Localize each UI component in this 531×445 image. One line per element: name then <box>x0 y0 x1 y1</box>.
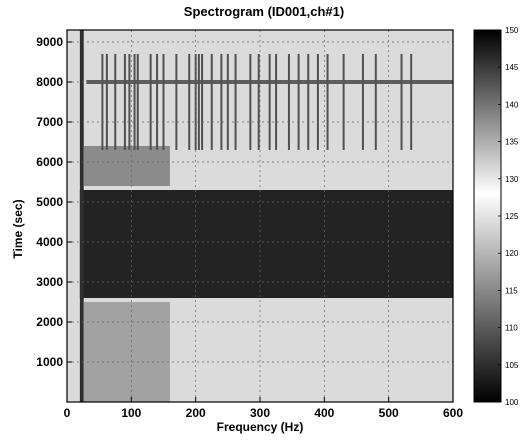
y-tick-label: 2000 <box>36 315 63 329</box>
colorbar-tick-label: 140 <box>505 100 519 109</box>
x-tick-label: 400 <box>314 406 334 420</box>
y-tick-label: 1000 <box>36 355 63 369</box>
colorbar-tick-label: 105 <box>505 361 519 370</box>
harmonic-line <box>297 54 300 150</box>
colorbar-tick-label: 115 <box>505 286 518 295</box>
x-tick-label: 200 <box>186 406 206 420</box>
y-tick-label: 8000 <box>36 75 63 89</box>
x-axis-label: Frequency (Hz) <box>216 420 304 434</box>
harmonic-line <box>342 54 345 150</box>
harmonic-line <box>268 54 271 150</box>
harmonic-line <box>133 54 136 150</box>
harmonic-line <box>105 54 108 150</box>
chart-title: Spectrogram (ID001,ch#1) <box>183 4 345 19</box>
colorbar-tick-label: 135 <box>505 138 519 147</box>
colorbar-tick-label: 145 <box>505 63 519 72</box>
y-tick-label: 3000 <box>36 275 63 289</box>
harmonic-line <box>162 54 165 150</box>
harmonic-line <box>326 54 329 150</box>
x-tick-label: 100 <box>121 406 141 420</box>
harmonic-line <box>128 54 131 150</box>
harmonic-line <box>361 54 364 150</box>
colorbar <box>473 29 502 403</box>
harmonic-line <box>188 54 191 150</box>
y-tick-label: 4000 <box>36 235 63 249</box>
harmonic-line <box>210 54 213 150</box>
x-tick-label: 600 <box>443 406 463 420</box>
colorbar-tick-label: 110 <box>505 324 518 333</box>
harmonic-line <box>316 54 319 150</box>
harmonic-line <box>101 54 104 150</box>
colorbar-tick-label: 130 <box>505 175 519 184</box>
harmonic-line <box>374 54 377 150</box>
harmonic-line <box>197 54 200 150</box>
y-tick-label: 5000 <box>36 195 63 209</box>
harmonic-line <box>175 54 178 150</box>
harmonic-line <box>234 54 237 150</box>
colorbar-tick-label: 150 <box>505 26 519 35</box>
harmonic-line <box>257 54 260 150</box>
harmonic-line <box>249 54 252 150</box>
harmonic-line <box>400 54 403 150</box>
harmonic-line <box>410 54 413 150</box>
y-axis-label: Time (sec) <box>11 199 25 259</box>
harmonic-line <box>220 54 223 150</box>
harmonic-line <box>136 54 139 150</box>
colorbar-tick-label: 100 <box>505 398 519 407</box>
harmonic-line <box>226 54 229 150</box>
spectrogram-region <box>79 30 84 402</box>
y-tick-label: 7000 <box>36 115 63 129</box>
x-tick-label: 300 <box>250 406 270 420</box>
harmonic-line <box>114 54 117 150</box>
harmonic-line <box>156 54 159 150</box>
colorbar-tick-label: 120 <box>505 249 519 258</box>
harmonic-line <box>307 54 310 150</box>
harmonic-line <box>275 54 278 150</box>
y-tick-label: 6000 <box>36 155 63 169</box>
harmonic-line <box>123 54 126 150</box>
harmonic-line <box>149 54 152 150</box>
x-tick-label: 500 <box>379 406 399 420</box>
spectrogram-region <box>83 146 170 186</box>
spectrogram-region <box>83 302 170 402</box>
y-tick-label: 9000 <box>36 35 63 49</box>
spectrogram-region <box>79 190 453 298</box>
harmonic-line <box>287 54 290 150</box>
x-tick-label: 0 <box>64 406 71 420</box>
harmonic-line <box>201 54 204 150</box>
colorbar-tick-label: 125 <box>505 212 519 221</box>
